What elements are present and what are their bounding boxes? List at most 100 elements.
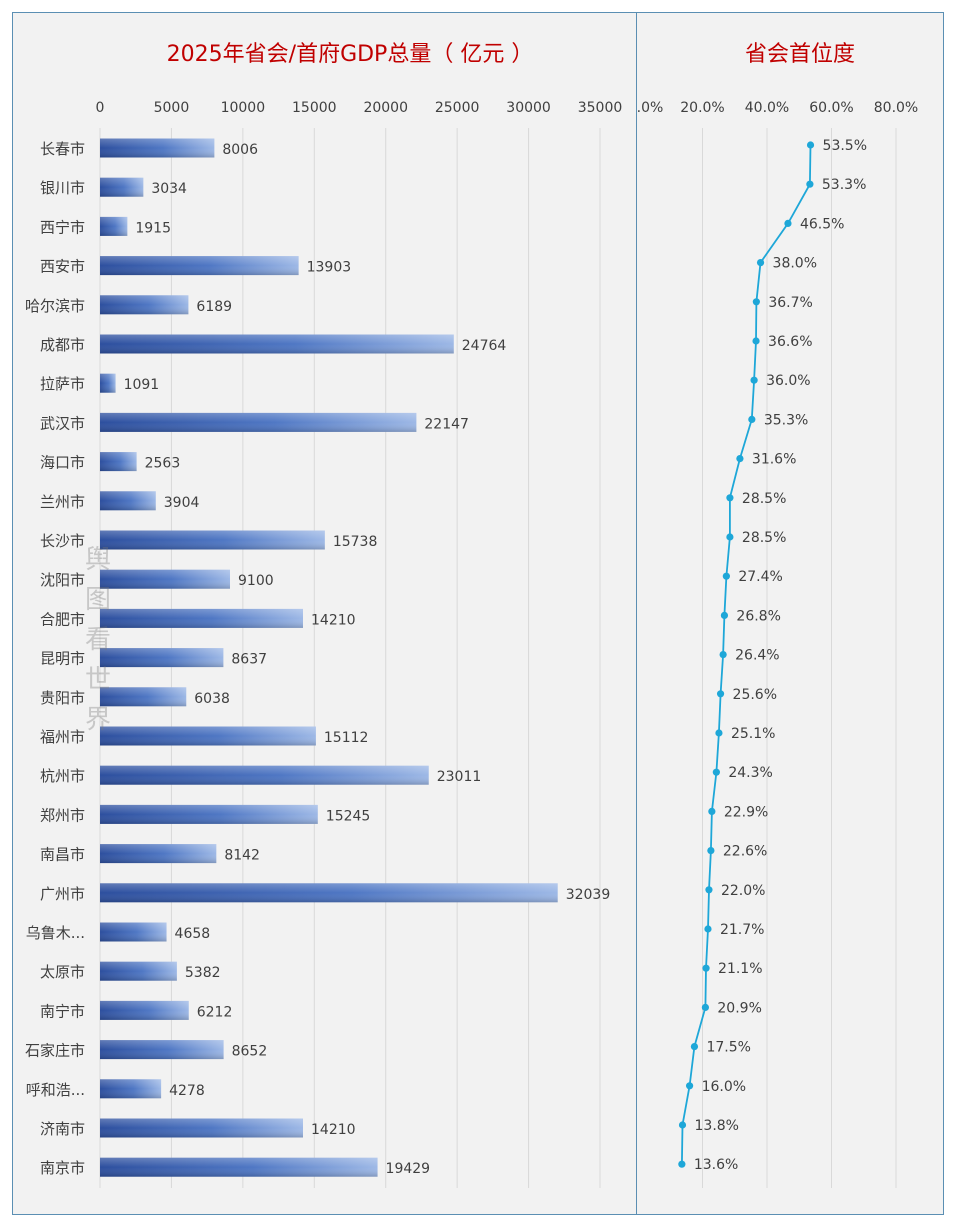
line-point	[704, 925, 712, 933]
bar-shade	[100, 844, 217, 864]
bar-data-label: 23011	[437, 769, 482, 785]
line-data-label: 13.8%	[695, 1118, 739, 1134]
bar-data-label: 8637	[231, 652, 267, 668]
line-point	[701, 1003, 710, 1012]
bar-category-label: 郑州市	[40, 806, 85, 824]
bar-category-label: 拉萨市	[40, 375, 85, 393]
line-x-tick-label: 60.0%	[809, 100, 853, 116]
bar-shade	[100, 922, 167, 942]
bar-shade	[100, 412, 417, 432]
watermark-char: 世	[84, 665, 111, 695]
bar-x-tick-label: 25000	[435, 100, 480, 116]
line-point	[720, 611, 729, 620]
line-point	[752, 298, 760, 306]
line-point	[736, 455, 744, 463]
line-point	[712, 768, 720, 776]
line-data-label: 26.8%	[736, 608, 780, 624]
bar-data-label: 2563	[145, 456, 181, 472]
line-point	[716, 690, 725, 698]
bar-shade	[100, 1000, 189, 1020]
line-data-label: 17.5%	[706, 1040, 750, 1056]
bar-data-label: 15245	[326, 808, 371, 824]
line-point	[705, 886, 713, 894]
bar-data-label: 1915	[135, 220, 171, 236]
bar-category-label: 长春市	[40, 140, 85, 158]
line-point	[715, 729, 723, 737]
watermark-char: 舆	[84, 545, 111, 575]
line-point	[806, 180, 814, 188]
line-data-label: 38.0%	[773, 256, 817, 272]
bar-shade	[100, 138, 215, 158]
watermark-char: 界	[84, 705, 111, 735]
bar-data-label: 5382	[185, 965, 221, 981]
bar-data-label: 4278	[169, 1083, 205, 1099]
bar-shade	[100, 1079, 162, 1099]
line-data-label: 21.7%	[720, 922, 764, 938]
line-data-label: 26.4%	[735, 648, 779, 664]
bar-shade	[100, 295, 189, 315]
line-point	[784, 219, 792, 227]
primacy-chart-title: 省会首位度	[744, 42, 855, 67]
bar-shade	[100, 569, 230, 589]
bar-category-label: 哈尔滨市	[25, 297, 85, 315]
line-point	[748, 415, 756, 423]
bar-category-label: 呼和浩...	[26, 1081, 85, 1099]
bar-shade	[100, 687, 187, 707]
bar-shade	[100, 256, 299, 276]
line-data-label: 13.6%	[694, 1157, 738, 1173]
bar-data-label: 14210	[311, 612, 356, 628]
bar-shade	[100, 334, 454, 354]
bar-data-label: 3904	[164, 495, 200, 511]
bar-data-label: 8652	[232, 1044, 268, 1060]
line-data-label: 36.0%	[766, 373, 810, 389]
line-data-label: 25.6%	[733, 687, 777, 703]
bar-category-label: 银川市	[40, 179, 85, 197]
bar-data-label: 4658	[175, 926, 211, 942]
bar-category-label: 南昌市	[40, 846, 85, 864]
line-point	[678, 1160, 686, 1168]
watermark-char: 图	[84, 585, 111, 615]
bar-x-tick-label: 5000	[154, 100, 190, 116]
bar-data-label: 3034	[151, 181, 187, 197]
bar-category-label: 沈阳市	[40, 571, 85, 589]
line-point	[726, 533, 734, 541]
bar-shade	[100, 883, 558, 903]
bar-category-label: 南宁市	[40, 1002, 85, 1020]
bar-data-label: 32039	[566, 887, 611, 903]
line-data-label: 22.9%	[724, 804, 768, 820]
line-point	[806, 141, 815, 149]
bar-x-tick-label: 30000	[506, 100, 551, 116]
bar-shade	[100, 961, 177, 981]
bar-x-tick-label: 15000	[292, 100, 337, 116]
bar-shade	[100, 726, 316, 746]
line-data-label: 36.6%	[768, 334, 812, 350]
bar-data-label: 8006	[222, 142, 258, 158]
bar-category-label: 长沙市	[40, 532, 85, 550]
bar-category-label: 西宁市	[40, 218, 85, 236]
line-data-label: 36.7%	[768, 295, 812, 311]
bar-shade	[100, 177, 144, 197]
line-data-label: 35.3%	[764, 412, 808, 428]
line-data-label: 28.5%	[742, 491, 786, 507]
line-point	[750, 376, 758, 384]
line-x-tick-label: 80.0%	[874, 100, 918, 116]
bar-x-tick-label: 20000	[363, 100, 408, 116]
bar-category-label: 乌鲁木...	[26, 924, 85, 942]
line-data-label: 46.5%	[800, 216, 844, 232]
line-data-label: 22.6%	[723, 844, 767, 860]
gdp-chart-title: 2025年省会/首府GDP总量（ 亿元 ）	[166, 42, 534, 67]
bar-data-label: 22147	[424, 416, 469, 432]
bar-shade	[100, 804, 318, 824]
bar-shade	[100, 530, 325, 550]
bar-x-tick-label: 35000	[578, 100, 623, 116]
line-x-tick-label: 20.0%	[680, 100, 724, 116]
line-point	[719, 651, 727, 659]
bar-shade	[100, 765, 429, 785]
line-data-label: 24.3%	[728, 765, 772, 781]
line-data-label: 25.1%	[731, 726, 775, 742]
line-x-tick-label: 40.0%	[745, 100, 789, 116]
bar-data-label: 9100	[238, 573, 274, 589]
bar-shade	[100, 648, 224, 668]
bar-data-label: 6038	[194, 691, 230, 707]
